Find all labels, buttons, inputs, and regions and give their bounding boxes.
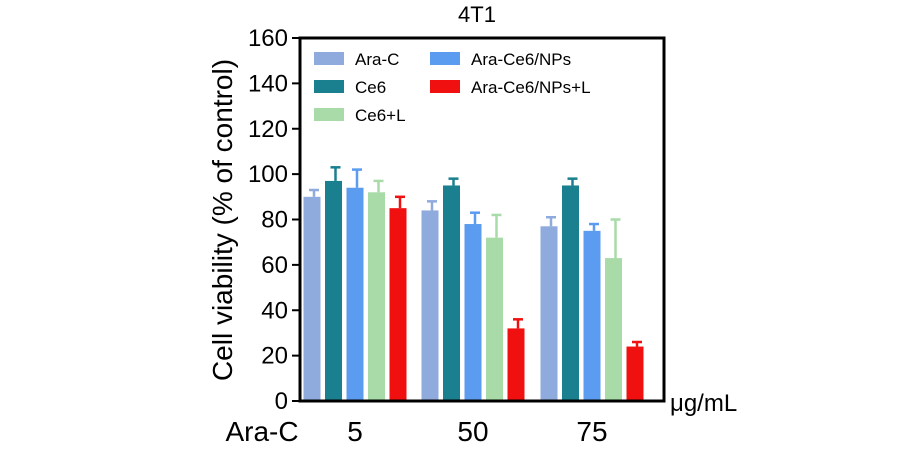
- x-tick-label: 5: [347, 416, 363, 447]
- bars: [303, 166, 644, 401]
- legend-label: Ara-Ce6/NPs+L: [471, 78, 591, 97]
- bar-Ara-C-5: [303, 196, 321, 401]
- bar-Ara-C-75: [540, 226, 558, 401]
- legend: Ara-C Ce6 Ara-Ce6/NPs Ce6+L Ara-Ce6/NPs+L: [314, 50, 591, 125]
- x-axis-ticks: 5 50 75: [347, 416, 607, 447]
- bar-Ara-Ce6/NPs+L-75: [626, 346, 644, 401]
- x-axis-prefix-label: Ara-C: [225, 416, 298, 447]
- legend-label: Ce6: [355, 78, 386, 97]
- x-tick-label: 75: [576, 416, 607, 447]
- bar-Ce6-5: [325, 180, 342, 401]
- y-tick-label: 120: [248, 116, 288, 143]
- legend-label: Ara-Ce6/NPs: [471, 50, 571, 69]
- y-axis-ticks: 0 20 40 60 80 100 120 140 160: [248, 25, 300, 415]
- x-tick-label: 50: [457, 416, 488, 447]
- bar-Ara-Ce6/NPs-50: [464, 224, 482, 401]
- y-tick-label: 100: [248, 161, 288, 188]
- bar-Ara-Ce6/NPs+L-5: [389, 208, 407, 401]
- legend-swatch: [430, 80, 460, 93]
- chart-title: 4T1: [458, 2, 496, 27]
- legend-swatch: [314, 80, 344, 93]
- legend-label: Ara-C: [355, 50, 399, 69]
- y-tick-label: 0: [275, 388, 288, 415]
- y-tick-label: 140: [248, 70, 288, 97]
- bar-Ara-C-50: [421, 210, 439, 401]
- x-axis-unit-label: μg/mL: [670, 390, 737, 417]
- plot-frame: [298, 36, 666, 403]
- y-tick-label: 160: [248, 25, 288, 52]
- legend-swatch: [430, 52, 460, 65]
- y-tick-label: 80: [261, 207, 288, 234]
- legend-swatch: [314, 52, 344, 65]
- bar-Ara-Ce6/NPs-75: [583, 230, 601, 401]
- y-tick-label: 60: [261, 252, 288, 279]
- y-tick-label: 40: [261, 297, 288, 324]
- y-axis-label: Cell viability (% of control): [207, 59, 238, 381]
- legend-swatch: [314, 108, 344, 121]
- bar-Ce6-75: [562, 185, 579, 401]
- bar-Ce6+L-75: [605, 258, 622, 401]
- bar-Ce6+L-50: [486, 237, 503, 401]
- bar-Ce6-50: [443, 185, 460, 401]
- y-tick-label: 20: [261, 343, 288, 370]
- bar-Ara-Ce6/NPs+L-50: [507, 328, 525, 401]
- bar-Ce6+L-5: [368, 192, 385, 401]
- legend-label: Ce6+L: [355, 106, 406, 125]
- bar-Ara-Ce6/NPs-5: [346, 187, 364, 401]
